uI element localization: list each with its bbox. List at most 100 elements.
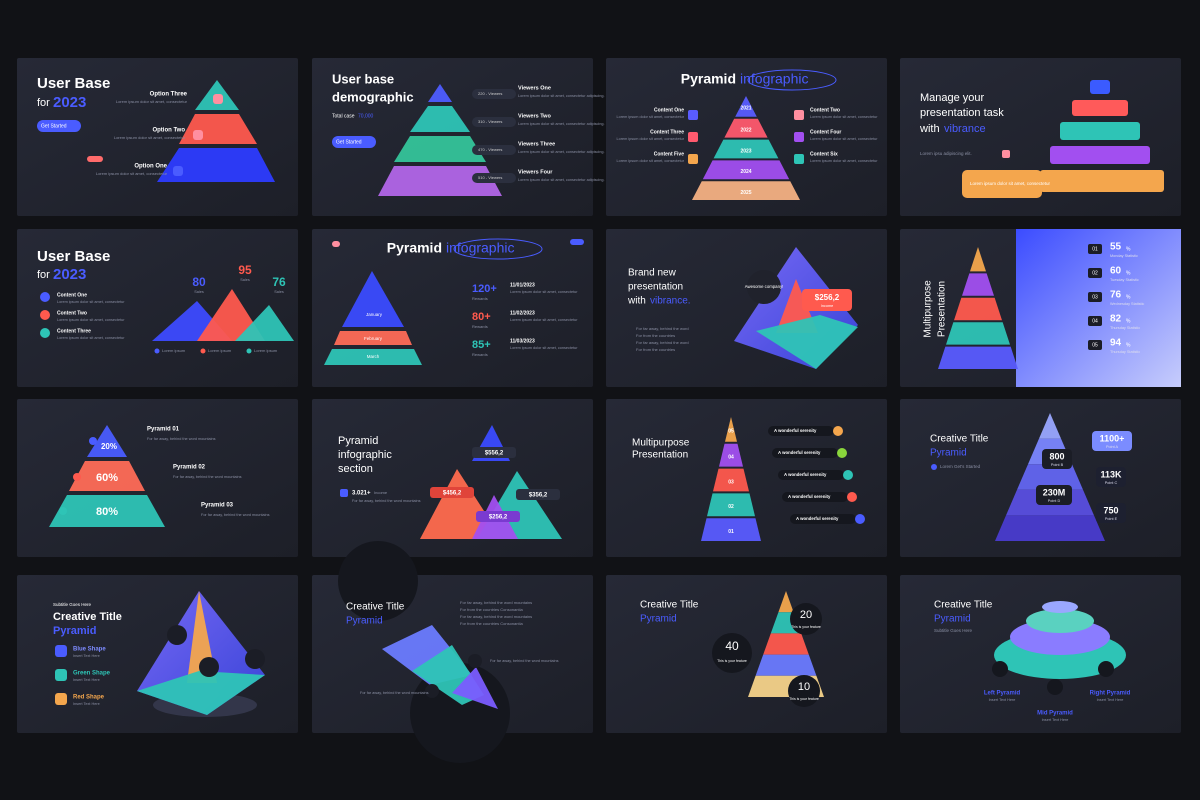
desc: For far away, behind the word mountains: [173, 475, 242, 479]
values: 80: [192, 275, 206, 289]
dates: 11/02/2023: [510, 310, 535, 316]
shape: [794, 154, 804, 164]
title2: demographic: [332, 89, 414, 104]
items: Content Two: [57, 310, 87, 316]
title: Creative Title: [934, 600, 993, 611]
levels: 510 - Viewers: [478, 175, 502, 180]
captions: Point E: [1105, 517, 1118, 521]
shape: [394, 136, 486, 162]
shape: [334, 331, 412, 345]
values: 750: [1103, 505, 1118, 515]
desc: Lorem ipsum dolor sit amet, consectetur: [616, 115, 684, 119]
shape: [69, 461, 145, 491]
shape: [735, 96, 757, 117]
highlight: Pyramid: [53, 625, 96, 637]
shape: [843, 470, 853, 480]
shape: [1016, 229, 1181, 387]
desc: For far away, behind the word mountains: [147, 437, 216, 441]
level-label: 05: [728, 429, 734, 435]
slide-background: [17, 229, 298, 387]
items: Green Shape: [73, 671, 111, 677]
caption: This is your feature: [791, 625, 821, 629]
title2: infographic: [338, 449, 392, 461]
shape: [688, 110, 698, 120]
shape: [1050, 146, 1150, 164]
shape: [55, 669, 67, 681]
title: Presentation: [937, 281, 948, 337]
captions: Point A: [1106, 445, 1118, 449]
items: Red Shape: [73, 695, 105, 701]
title: Creative Title: [53, 611, 122, 623]
shape: [794, 132, 804, 142]
items: Content Six: [810, 151, 838, 157]
dates: 11/03/2023: [510, 338, 535, 344]
stat-caption: Rewards: [472, 296, 488, 301]
highlight-outline: [453, 238, 543, 260]
level-label: 2021: [740, 106, 751, 112]
items: Content Two: [810, 107, 840, 113]
bullets: For from the countries Consonantia: [460, 621, 523, 626]
items: Content Four: [810, 129, 841, 135]
desc: Insert Text Here: [1042, 718, 1069, 722]
shape: [688, 132, 698, 142]
values: 94: [1110, 338, 1122, 349]
shape: [782, 492, 848, 502]
desc: Lorem ipsum dolor sit amet, consectetur: [114, 135, 186, 140]
shape: [167, 625, 187, 645]
shape: [962, 170, 1042, 198]
items: Content Five: [654, 151, 684, 157]
slide: Creative Title Pyramid Subtitle Goes Here L…: [900, 575, 1181, 733]
unit: %: [1126, 270, 1131, 276]
desc: Lorem ipsum dolor sit amet, consectetur: [810, 159, 878, 163]
shape: [1047, 679, 1063, 695]
shape: [995, 515, 1105, 541]
title: Creative Title: [640, 600, 699, 611]
bullets: For from the countries Consonantia: [460, 607, 523, 612]
shape: [428, 84, 452, 102]
shape: [790, 514, 856, 524]
stats: 80+: [472, 311, 491, 323]
captions: Tuesday Statistic: [1110, 278, 1139, 282]
items: Content One: [57, 292, 87, 298]
highlight: 2023: [53, 266, 86, 283]
values: 76: [272, 275, 286, 289]
desc: For far away, behind the word mountains: [201, 513, 270, 517]
highlight: infographic: [446, 240, 515, 256]
bullets: For far away, behind the word: [636, 340, 689, 345]
options: Option One: [134, 164, 167, 170]
slide: 2021 2022 2023 2024 2025 Pyramid infographic Co…: [606, 58, 887, 216]
notes: For far away, behind the word mountains: [490, 659, 559, 663]
subtitle: Subtitle Goes Here: [934, 628, 973, 633]
desc: Lorem ipsum dolor sit amet, consectetur: [510, 318, 578, 322]
desc: Lorem ipsum dolor sit amet, consectetur …: [518, 122, 605, 126]
numbers: 03: [1092, 294, 1098, 300]
button: Get Started: [336, 139, 362, 145]
level-label: 2022: [740, 128, 751, 134]
items: Content Three: [650, 129, 684, 135]
desc: Lorem ipsum dolor sit amet, consectetur: [510, 290, 578, 294]
values: 95: [238, 263, 252, 277]
title: Creative Title: [930, 434, 989, 445]
title: User Base: [37, 75, 110, 92]
caption: This is your feature: [789, 697, 819, 701]
legend: Lorem ipsum: [208, 348, 232, 353]
desc: Insert Text Here: [73, 654, 100, 658]
item: A wonderful serenity: [784, 472, 827, 477]
highlight-outline: [747, 69, 837, 91]
shape: [692, 181, 800, 200]
dates: 11/01/2023: [510, 282, 535, 288]
shape: [713, 468, 749, 492]
highlight: Pyramid: [934, 614, 971, 625]
shape: [1088, 340, 1102, 350]
title2: presentation: [628, 282, 683, 293]
shape: [707, 493, 755, 517]
title: Brand new: [628, 268, 677, 279]
items: Blue Shape: [73, 647, 106, 653]
title2: presentation task: [920, 107, 1004, 119]
shape: [476, 511, 520, 522]
shape: [1017, 464, 1083, 490]
total: Total case: [332, 113, 355, 119]
numbers: 02: [1092, 270, 1098, 276]
